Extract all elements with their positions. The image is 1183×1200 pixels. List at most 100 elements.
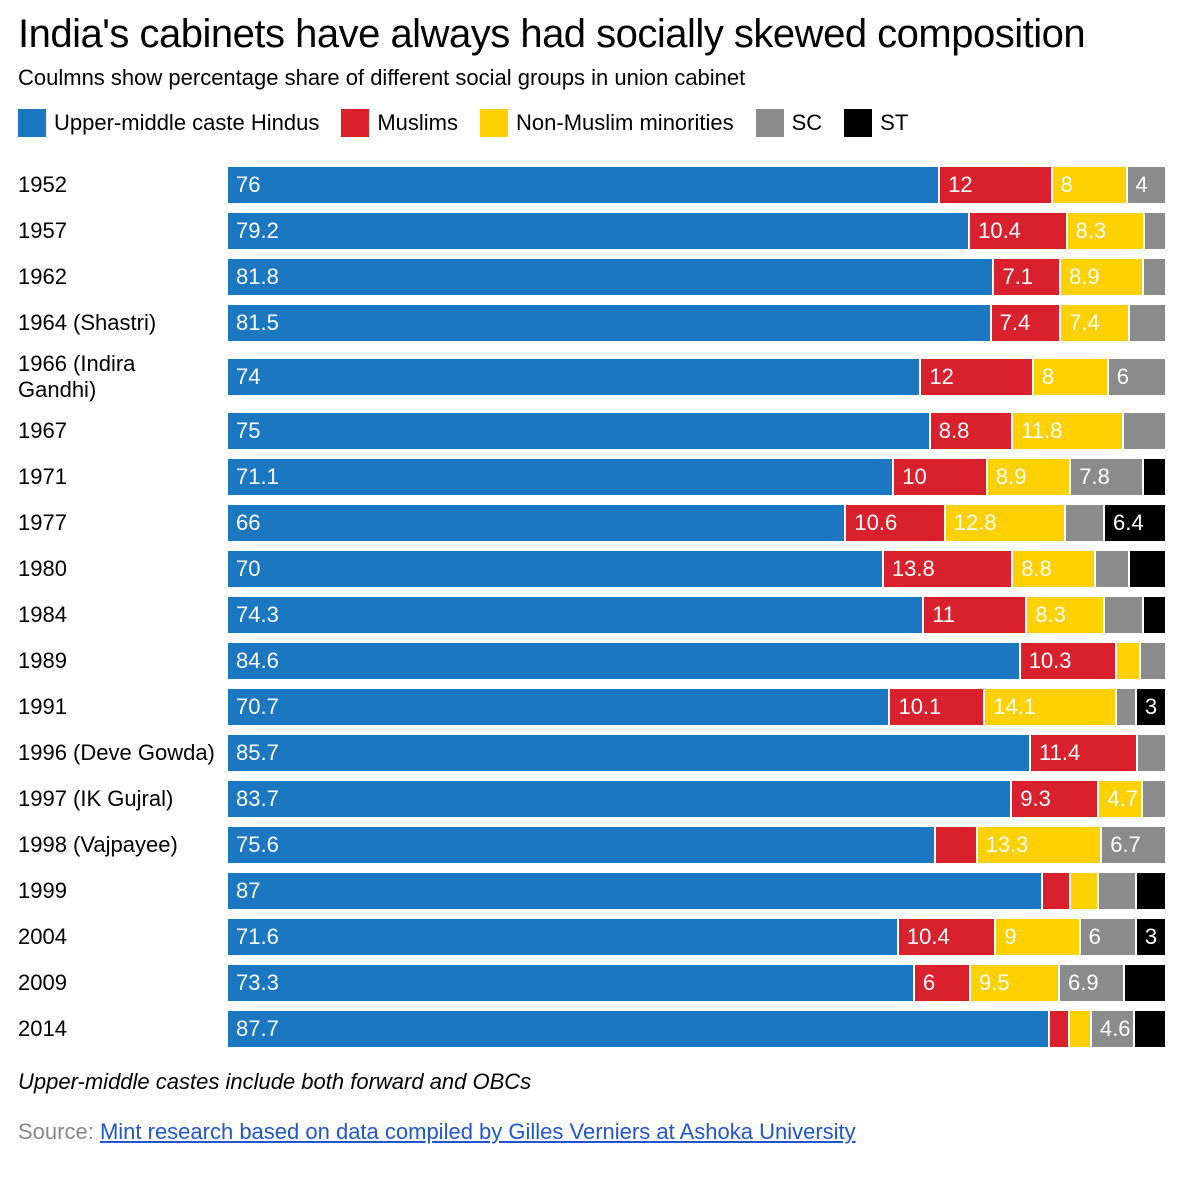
stacked-bar: 87 — [228, 873, 1165, 909]
chart-row: 195779.210.48.3 — [18, 213, 1165, 249]
legend-label: Non-Muslim minorities — [516, 110, 734, 136]
legend-swatch — [756, 109, 784, 137]
legend-item-umc: Upper-middle caste Hindus — [18, 109, 319, 137]
stacked-bar: 761284 — [228, 167, 1165, 203]
row-label: 1971 — [18, 464, 218, 490]
row-label: 1967 — [18, 418, 218, 444]
chart-subtitle: Coulmns show percentage share of differe… — [18, 65, 1165, 91]
bar-segment-mus — [1050, 1011, 1071, 1047]
row-label: 1997 (IK Gujral) — [18, 786, 218, 812]
bar-segment-nmm: 8.3 — [1027, 597, 1105, 633]
bar-segment-sc — [1138, 735, 1165, 771]
bar-segment-nmm: 13.3 — [978, 827, 1103, 863]
bar-segment-mus: 10.4 — [970, 213, 1067, 249]
stacked-bar: 70.710.114.13 — [228, 689, 1165, 725]
row-label: 1991 — [18, 694, 218, 720]
chart-row: 1998 (Vajpayee) 75.6 13.36.7 — [18, 827, 1165, 863]
bar-segment-sc — [1099, 873, 1136, 909]
legend-label: Upper-middle caste Hindus — [54, 110, 319, 136]
row-label: 1966 (Indira Gandhi) — [18, 351, 218, 403]
source-link[interactable]: Mint research based on data compiled by … — [100, 1119, 856, 1144]
chart-row: 1966 (Indira Gandhi) 741286 — [18, 351, 1165, 403]
legend-item-nmm: Non-Muslim minorities — [480, 109, 734, 137]
bar-segment-umc: 76 — [228, 167, 940, 203]
row-label: 1996 (Deve Gowda) — [18, 740, 218, 766]
bar-segment-nmm: 11.8 — [1013, 413, 1124, 449]
bar-segment-mus: 12 — [921, 359, 1033, 395]
bar-segment-mus: 9.3 — [1012, 781, 1099, 817]
bar-segment-umc: 73.3 — [228, 965, 915, 1001]
chart-row: 19807013.88.8 — [18, 551, 1165, 587]
stacked-bar: 741286 — [228, 359, 1165, 395]
legend-label: Muslims — [377, 110, 458, 136]
chart-row: 1967 758.811.8 — [18, 413, 1165, 449]
bar-segment-st — [1130, 551, 1165, 587]
bar-segment-nmm: 7.4 — [1061, 305, 1130, 341]
bar-segment-umc: 75 — [228, 413, 931, 449]
bar-segment-umc: 83.7 — [228, 781, 1012, 817]
bar-segment-st — [1137, 873, 1165, 909]
bar-segment-st — [1125, 965, 1165, 1001]
row-label: 2004 — [18, 924, 218, 950]
bar-segment-umc: 81.5 — [228, 305, 992, 341]
bar-segment-sc: 4 — [1128, 167, 1165, 203]
bar-segment-st: 3 — [1137, 919, 1165, 955]
bar-segment-umc: 84.6 — [228, 643, 1021, 679]
bar-segment-nmm: 8.8 — [1013, 551, 1095, 587]
row-label: 1984 — [18, 602, 218, 628]
bar-segment-nmm — [1117, 643, 1140, 679]
bar-segment-sc — [1144, 259, 1165, 295]
bar-segment-mus: 12 — [940, 167, 1052, 203]
legend-swatch — [341, 109, 369, 137]
chart-row: 200973.369.56.9 — [18, 965, 1165, 1001]
row-label: 1952 — [18, 172, 218, 198]
bar-segment-umc: 66 — [228, 505, 846, 541]
chart-source: Source: Mint research based on data comp… — [18, 1119, 1165, 1145]
row-label: 1957 — [18, 218, 218, 244]
bar-segment-st — [1144, 597, 1165, 633]
chart-footnote: Upper-middle castes include both forward… — [18, 1069, 1165, 1095]
row-label: 1977 — [18, 510, 218, 536]
bar-segment-sc — [1096, 551, 1131, 587]
bar-segment-nmm: 9 — [996, 919, 1080, 955]
row-label: 1964 (Shastri) — [18, 310, 218, 336]
bar-segment-nmm: 8.3 — [1068, 213, 1146, 249]
bar-segment-sc: 6 — [1109, 359, 1165, 395]
row-label: 2009 — [18, 970, 218, 996]
bar-segment-nmm: 8 — [1053, 167, 1128, 203]
chart-row: 1962 81.87.18.9 — [18, 259, 1165, 295]
stacked-bar: 758.811.8 — [228, 413, 1165, 449]
stacked-bar: 84.610.3 — [228, 643, 1165, 679]
chart-row: 1964 (Shastri)81.57.47.4 — [18, 305, 1165, 341]
bar-segment-st: 3 — [1137, 689, 1165, 725]
bar-segment-sc: 4.6 — [1092, 1011, 1135, 1047]
row-label: 1962 — [18, 264, 218, 290]
bar-segment-umc: 74 — [228, 359, 921, 395]
bar-segment-mus: 10.3 — [1021, 643, 1118, 679]
bar-segment-mus: 10.6 — [846, 505, 945, 541]
stacked-bar: 83.79.34.7 — [228, 781, 1165, 817]
bar-segment-umc: 75.6 — [228, 827, 936, 863]
bar-segment-sc — [1145, 213, 1165, 249]
bar-segment-sc: 6.7 — [1102, 827, 1165, 863]
chart-row: 1971 71.1108.97.8 — [18, 459, 1165, 495]
row-label: 1998 (Vajpayee) — [18, 832, 218, 858]
chart-row: 1997 (IK Gujral) 83.79.34.7 — [18, 781, 1165, 817]
stacked-bar: 81.87.18.9 — [228, 259, 1165, 295]
chart-row: 2004 71.610.4963 — [18, 919, 1165, 955]
bar-segment-nmm — [1070, 1011, 1092, 1047]
bar-segment-umc: 87.7 — [228, 1011, 1050, 1047]
bar-segment-mus: 11.4 — [1031, 735, 1138, 771]
legend-swatch — [480, 109, 508, 137]
stacked-bar: 81.57.47.4 — [228, 305, 1165, 341]
bar-segment-mus: 10.4 — [899, 919, 996, 955]
bar-segment-umc: 70 — [228, 551, 884, 587]
row-label: 1980 — [18, 556, 218, 582]
bar-segment-sc — [1066, 505, 1105, 541]
bar-segment-mus: 7.1 — [994, 259, 1061, 295]
legend-swatch — [18, 109, 46, 137]
bar-segment-nmm: 12.8 — [946, 505, 1066, 541]
stacked-bar: 71.610.4963 — [228, 919, 1165, 955]
bar-segment-sc — [1117, 689, 1137, 725]
stacked-bar: 71.1108.97.8 — [228, 459, 1165, 495]
